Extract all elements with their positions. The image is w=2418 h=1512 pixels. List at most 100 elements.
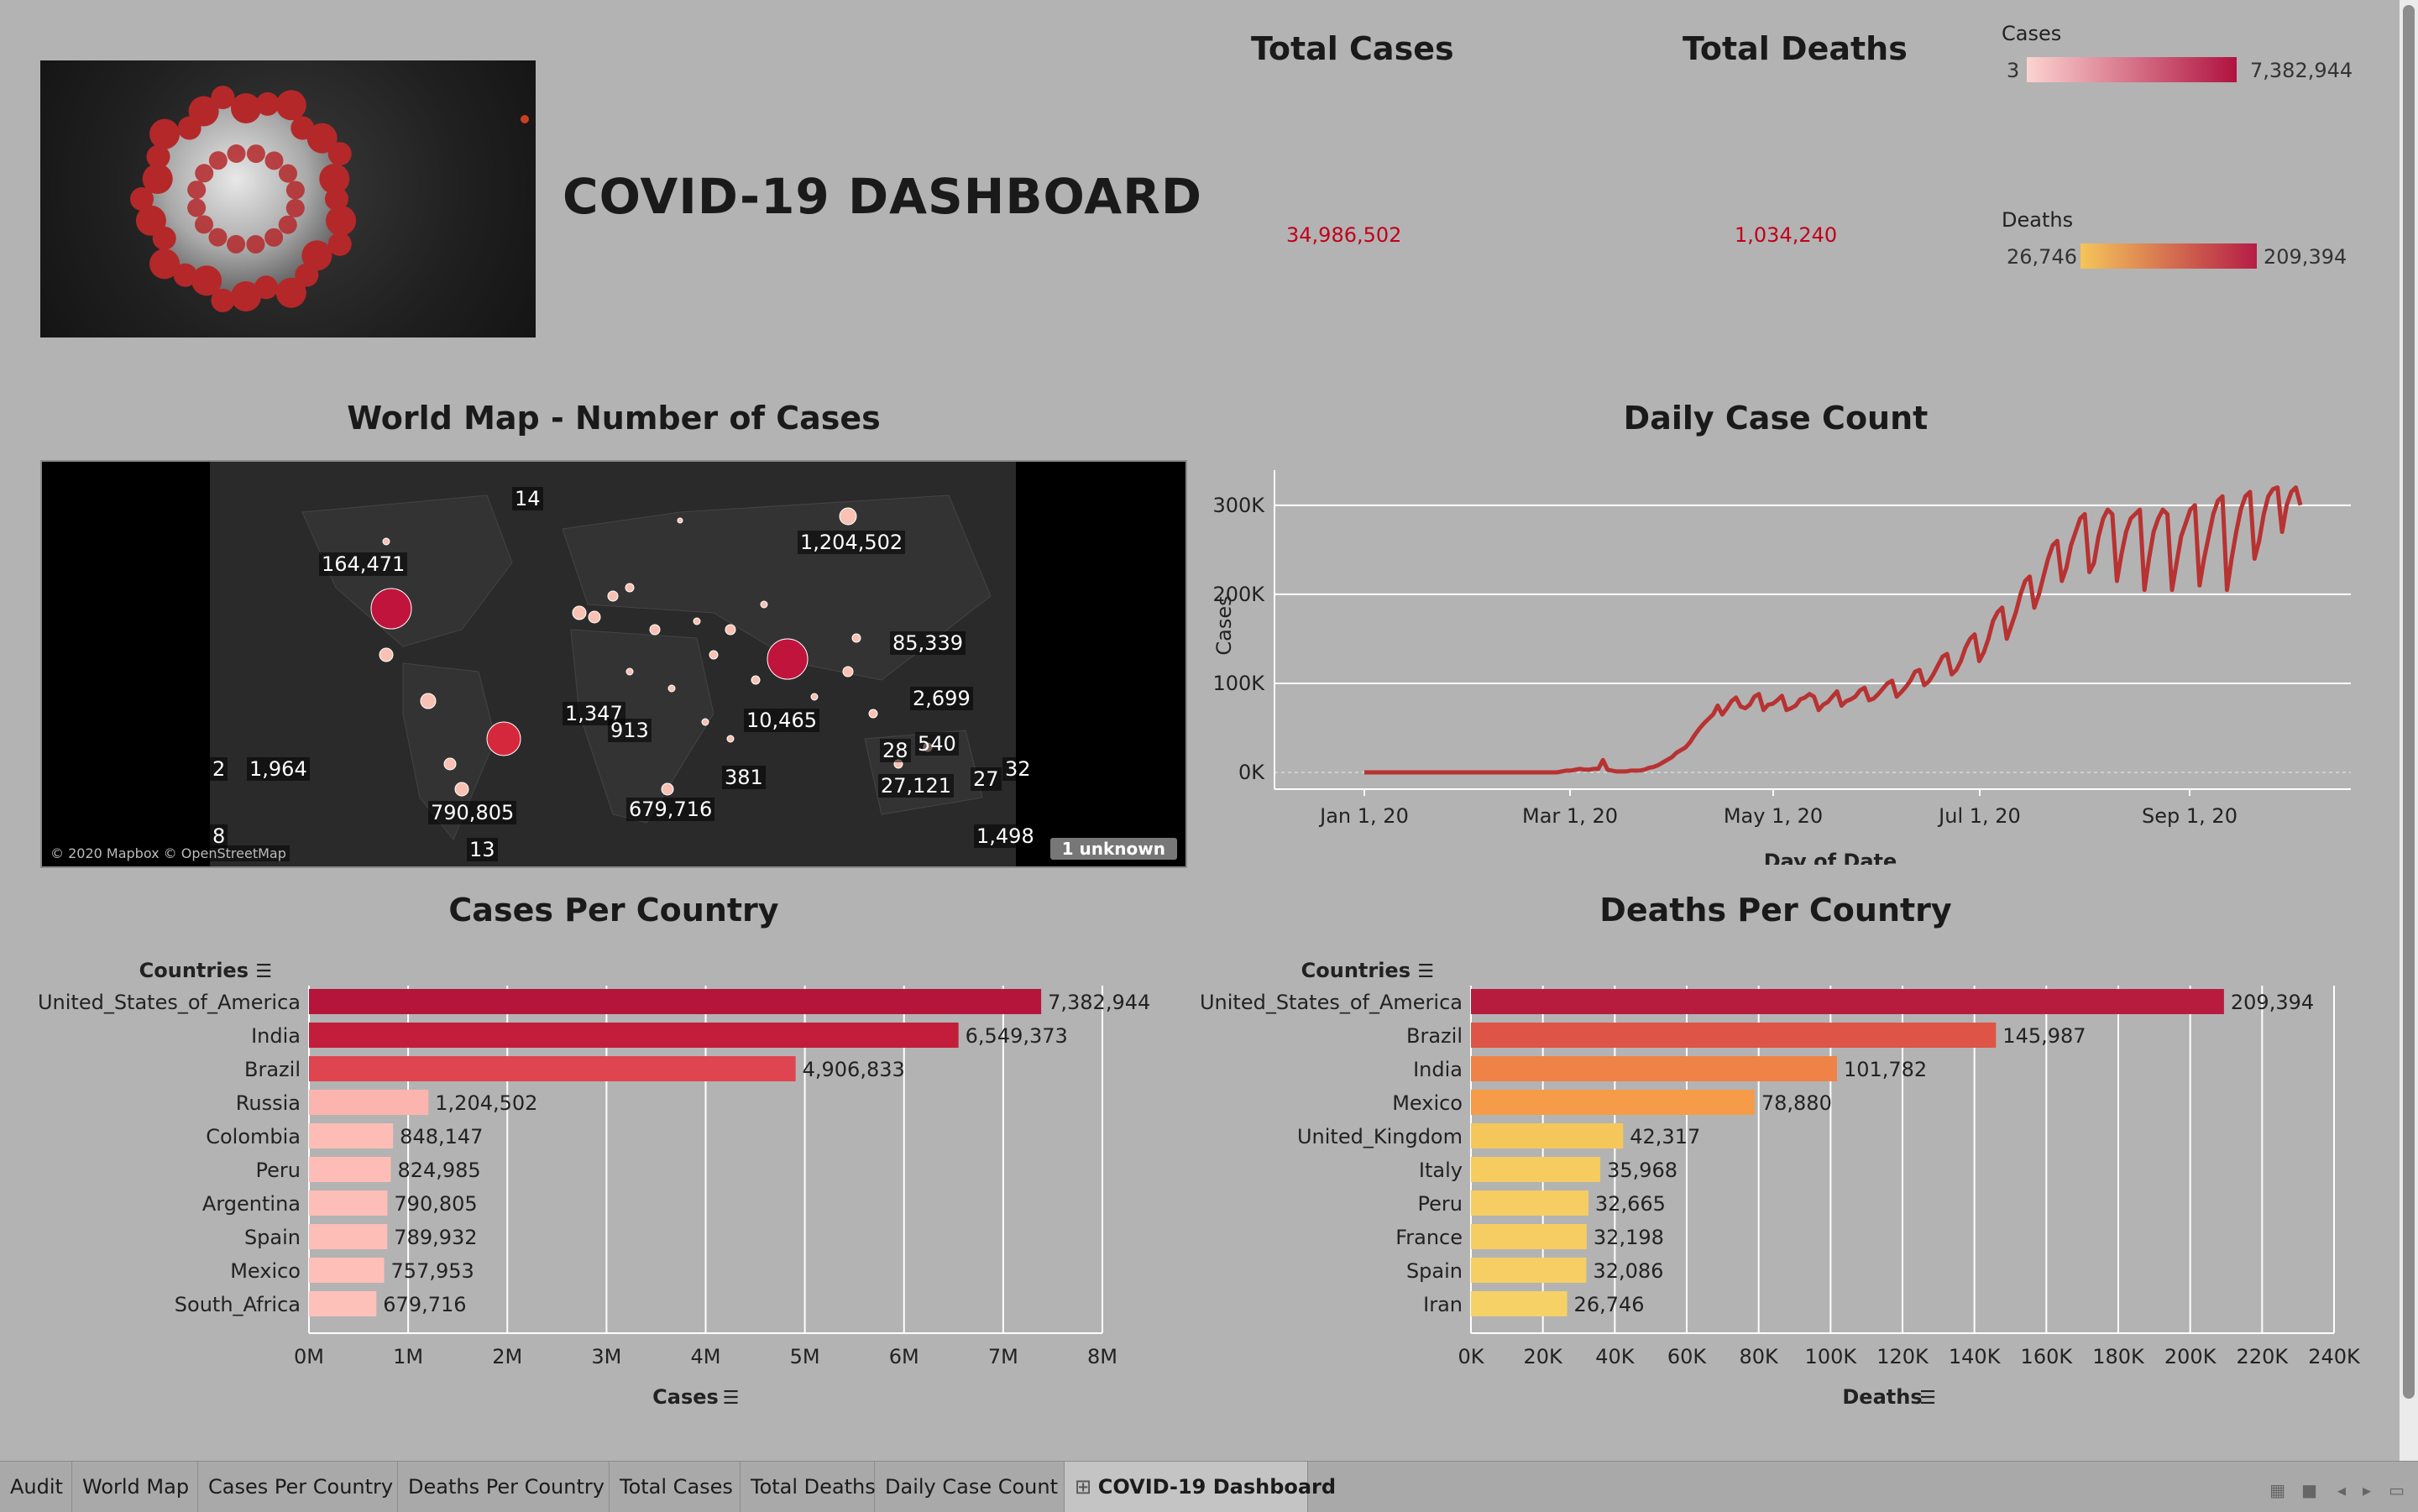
- bar[interactable]: [309, 1090, 429, 1115]
- x-tick-label: 5M: [790, 1345, 820, 1368]
- bar[interactable]: [309, 1224, 388, 1249]
- cases-legend-title: Cases: [2002, 22, 2062, 45]
- tab-label: Deaths Per Country: [408, 1475, 604, 1499]
- value-label: 42,317: [1630, 1125, 1700, 1148]
- value-label: 679,716: [383, 1293, 466, 1316]
- tab-label: Total Cases: [620, 1475, 733, 1499]
- world-map-title: World Map - Number of Cases: [347, 400, 881, 437]
- sort-icon[interactable]: ☰: [723, 1388, 740, 1409]
- filmstrip-icon[interactable]: ■: [2301, 1480, 2317, 1500]
- bar[interactable]: [1471, 1023, 1997, 1048]
- total-deaths-label: Total Deaths: [1683, 30, 1908, 67]
- dashboard-icon: ⊞: [1075, 1475, 1098, 1499]
- bar[interactable]: [309, 1258, 385, 1283]
- category-label: Spain: [244, 1226, 301, 1249]
- value-label: 7,382,944: [1048, 991, 1150, 1014]
- total-cases-value: 34,986,502: [1286, 223, 1402, 247]
- deaths-per-country-chart[interactable]: 0K 20K 40K 60K 80K 100K 120K 140K 160K 180K 200K 22…: [1196, 949, 2363, 1410]
- x-tick-label: 4M: [691, 1345, 721, 1368]
- map-label: 1,204,502: [798, 531, 906, 554]
- bar[interactable]: [309, 1023, 959, 1048]
- tab-daily-case-count[interactable]: Daily Case Count: [875, 1462, 1065, 1512]
- bar[interactable]: [1471, 989, 2224, 1014]
- value-label: 78,880: [1761, 1091, 1832, 1115]
- value-label: 848,147: [400, 1125, 483, 1148]
- map-label: 32: [1002, 757, 1034, 781]
- grid-view-icon[interactable]: ▦: [2269, 1480, 2285, 1500]
- x-tick-label: Jan 1, 20: [1318, 804, 1409, 828]
- category-label: United_States_of_America: [1200, 991, 1463, 1014]
- bar[interactable]: [1471, 1224, 1587, 1249]
- bar[interactable]: [309, 1056, 796, 1081]
- x-tick-label: 200K: [2164, 1345, 2217, 1368]
- bar[interactable]: [1471, 1123, 1624, 1148]
- x-tick-label: 0K: [1458, 1345, 1484, 1368]
- value-label: 789,932: [394, 1226, 477, 1249]
- world-map[interactable]: 14 1,204,502 164,471 85,339 2,699 1,347 …: [40, 460, 1187, 868]
- bar[interactable]: [309, 1291, 377, 1316]
- daily-case-chart[interactable]: 0K 100K 200K 300K Jan 1, 20 Mar 1, 20 May 1, 2…: [1209, 453, 2368, 865]
- category-label: Mexico: [230, 1259, 301, 1283]
- tab-cases-per-country[interactable]: Cases Per Country: [198, 1462, 398, 1512]
- bar[interactable]: [1471, 1157, 1601, 1182]
- daily-case-line[interactable]: [1364, 485, 2303, 775]
- tab-world-map[interactable]: World Map: [72, 1462, 198, 1512]
- bar[interactable]: [309, 989, 1042, 1014]
- tab-deaths-per-country[interactable]: Deaths Per Country: [398, 1462, 610, 1512]
- tab-label: World Map: [82, 1475, 190, 1499]
- vertical-scrollbar[interactable]: [2400, 0, 2418, 1461]
- sort-icon[interactable]: ☰: [1417, 961, 1434, 982]
- tab-covid-19-dashboard[interactable]: ⊞ COVID-19 Dashboard: [1065, 1462, 1336, 1512]
- tab-total-cases[interactable]: Total Cases: [610, 1462, 741, 1512]
- bar[interactable]: [1471, 1190, 1588, 1216]
- next-sheet-icon[interactable]: ▸: [2362, 1480, 2371, 1500]
- map-marks: [301, 494, 992, 840]
- x-tick-label: 220K: [2237, 1345, 2290, 1368]
- bar[interactable]: [309, 1190, 388, 1216]
- deaths-per-country-title: Deaths Per Country: [1599, 892, 1952, 929]
- x-tick-label: 180K: [2092, 1345, 2145, 1368]
- x-axis-title: Cases: [652, 1385, 719, 1409]
- total-cases-label: Total Cases: [1251, 30, 1454, 67]
- virus-illustration: [130, 86, 529, 312]
- tab-label: Cases Per Country: [208, 1475, 394, 1499]
- unknown-locations-badge[interactable]: 1 unknown: [1049, 838, 1177, 860]
- bar[interactable]: [1471, 1056, 1837, 1081]
- category-header[interactable]: Countries: [1301, 959, 1410, 982]
- tab-label: Daily Case Count: [885, 1475, 1058, 1499]
- value-label: 32,198: [1594, 1226, 1664, 1249]
- presentation-icon[interactable]: ▭: [2389, 1480, 2405, 1500]
- bar[interactable]: [309, 1157, 391, 1182]
- category-header[interactable]: Countries: [139, 959, 249, 982]
- value-label: 101,782: [1844, 1058, 1927, 1081]
- category-label: Russia: [236, 1091, 301, 1115]
- sort-icon[interactable]: ☰: [255, 961, 272, 982]
- value-label: 35,968: [1607, 1159, 1677, 1182]
- x-axis-title: Day of Date: [1764, 850, 1897, 865]
- bar[interactable]: [1471, 1291, 1568, 1316]
- scrollbar-thumb[interactable]: [2403, 5, 2415, 1399]
- cases-legend-max: 7,382,944: [2250, 59, 2353, 82]
- bar[interactable]: [309, 1123, 394, 1148]
- map-label: 10,465: [744, 709, 819, 732]
- prev-sheet-icon[interactable]: ◂: [2337, 1480, 2346, 1500]
- category-label: India: [1413, 1058, 1463, 1081]
- value-label: 4,906,833: [803, 1058, 905, 1081]
- x-tick-label: 40K: [1595, 1345, 1636, 1368]
- x-tick-label: 140K: [1949, 1345, 2002, 1368]
- map-label: 679,716: [626, 798, 715, 821]
- map-land-area[interactable]: 14 1,204,502 164,471 85,339 2,699 1,347 …: [210, 462, 1037, 866]
- map-label: 381: [722, 766, 766, 789]
- deaths-legend-max: 209,394: [2264, 245, 2347, 269]
- tab-audit[interactable]: Audit: [0, 1462, 72, 1512]
- y-tick-label: 0K: [1238, 761, 1265, 784]
- y-axis-title: Cases: [1212, 595, 1236, 655]
- bar[interactable]: [1471, 1258, 1587, 1283]
- sort-icon[interactable]: ☰: [1919, 1388, 1936, 1409]
- tab-total-deaths[interactable]: Total Deaths: [741, 1462, 876, 1512]
- category-label: Brazil: [244, 1058, 301, 1081]
- bar[interactable]: [1471, 1090, 1755, 1115]
- value-label: 1,204,502: [435, 1091, 537, 1115]
- cases-per-country-chart[interactable]: 0M 1M 2M 3M 4M 5M 6M 7M 8M Countries ☰ United_State…: [34, 949, 1201, 1410]
- category-label: United_Kingdom: [1297, 1125, 1463, 1148]
